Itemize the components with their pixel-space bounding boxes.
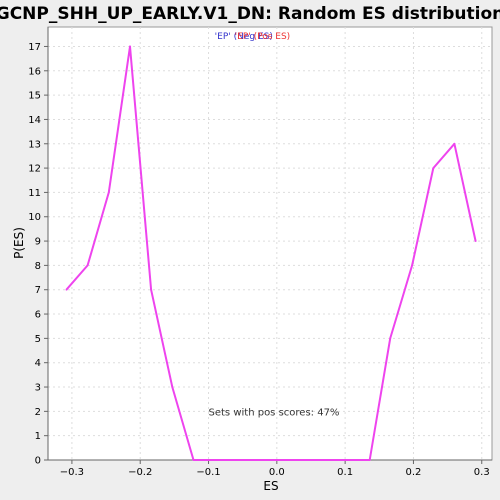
- y-tick-label-15: 15: [28, 91, 41, 102]
- x-tick-label-2: −0.1: [196, 467, 220, 478]
- annotation-layer: Sets with pos scores: 47%: [209, 407, 340, 418]
- x-tick-label-3: 0.0: [269, 467, 285, 478]
- data-point-20: [474, 240, 477, 242]
- data-point-16: [389, 337, 392, 340]
- y-tick-label-6: 6: [35, 310, 41, 321]
- data-point-3: [129, 45, 131, 48]
- data-point-15: [368, 459, 371, 461]
- data-point-9: [256, 459, 258, 461]
- x-tick-label-6: 0.3: [474, 467, 490, 478]
- data-point-4: [150, 288, 153, 291]
- y-tick-label-13: 13: [28, 139, 41, 150]
- y-tick-label-8: 8: [35, 261, 41, 272]
- data-point-13: [340, 459, 343, 461]
- legend-entry-1: 'EP' (Pos ES): [235, 32, 291, 42]
- y-tick-label-9: 9: [35, 237, 41, 248]
- y-tick-label-5: 5: [35, 334, 41, 345]
- x-tick-label-5: 0.2: [405, 467, 421, 478]
- y-tick-label-2: 2: [35, 407, 41, 418]
- data-point-12: [319, 459, 322, 461]
- data-point-2: [107, 191, 110, 194]
- data-point-6: [192, 459, 195, 461]
- y-tick-label-3: 3: [35, 383, 41, 394]
- y-tick-label-17: 17: [28, 42, 41, 53]
- legend-entry-0: 'EP' (Neg ES): [215, 32, 273, 42]
- y-tick-label-12: 12: [28, 164, 41, 175]
- x-tick-label-0: −0.3: [60, 467, 84, 478]
- data-point-17: [411, 264, 413, 267]
- y-tick-label-7: 7: [35, 285, 41, 296]
- y-tick-label-1: 1: [35, 431, 41, 442]
- data-point-10: [277, 459, 280, 461]
- data-point-11: [298, 459, 301, 461]
- x-tick-label-1: −0.2: [128, 467, 152, 478]
- data-point-19: [453, 142, 456, 145]
- y-tick-label-11: 11: [28, 188, 41, 199]
- y-tick-label-14: 14: [28, 115, 41, 126]
- y-tick-label-4: 4: [35, 358, 41, 369]
- y-tick-label-0: 0: [35, 456, 41, 467]
- x-axis-label: ES: [263, 479, 278, 493]
- data-point-8: [234, 459, 237, 461]
- series-layer: [65, 45, 477, 461]
- data-point-0: [65, 288, 68, 291]
- y-tick-label-10: 10: [28, 212, 41, 223]
- chart-title: GCNP_SHH_UP_EARLY.V1_DN: Random ES distr…: [0, 4, 500, 24]
- data-point-1: [86, 264, 89, 267]
- data-point-18: [432, 167, 435, 169]
- plot-area: [47, 26, 493, 461]
- y-tick-label-16: 16: [28, 66, 41, 77]
- legend: 'EP' (Neg ES)'EP' (Pos ES): [215, 32, 291, 42]
- x-tick-label-4: 0.1: [337, 467, 353, 478]
- data-point-14: [361, 459, 364, 461]
- data-point-5: [171, 386, 174, 388]
- y-axis-label: P(ES): [12, 227, 26, 259]
- data-point-7: [213, 459, 216, 461]
- grid-layer: [48, 27, 492, 461]
- pos-scores-annotation: Sets with pos scores: 47%: [209, 407, 340, 418]
